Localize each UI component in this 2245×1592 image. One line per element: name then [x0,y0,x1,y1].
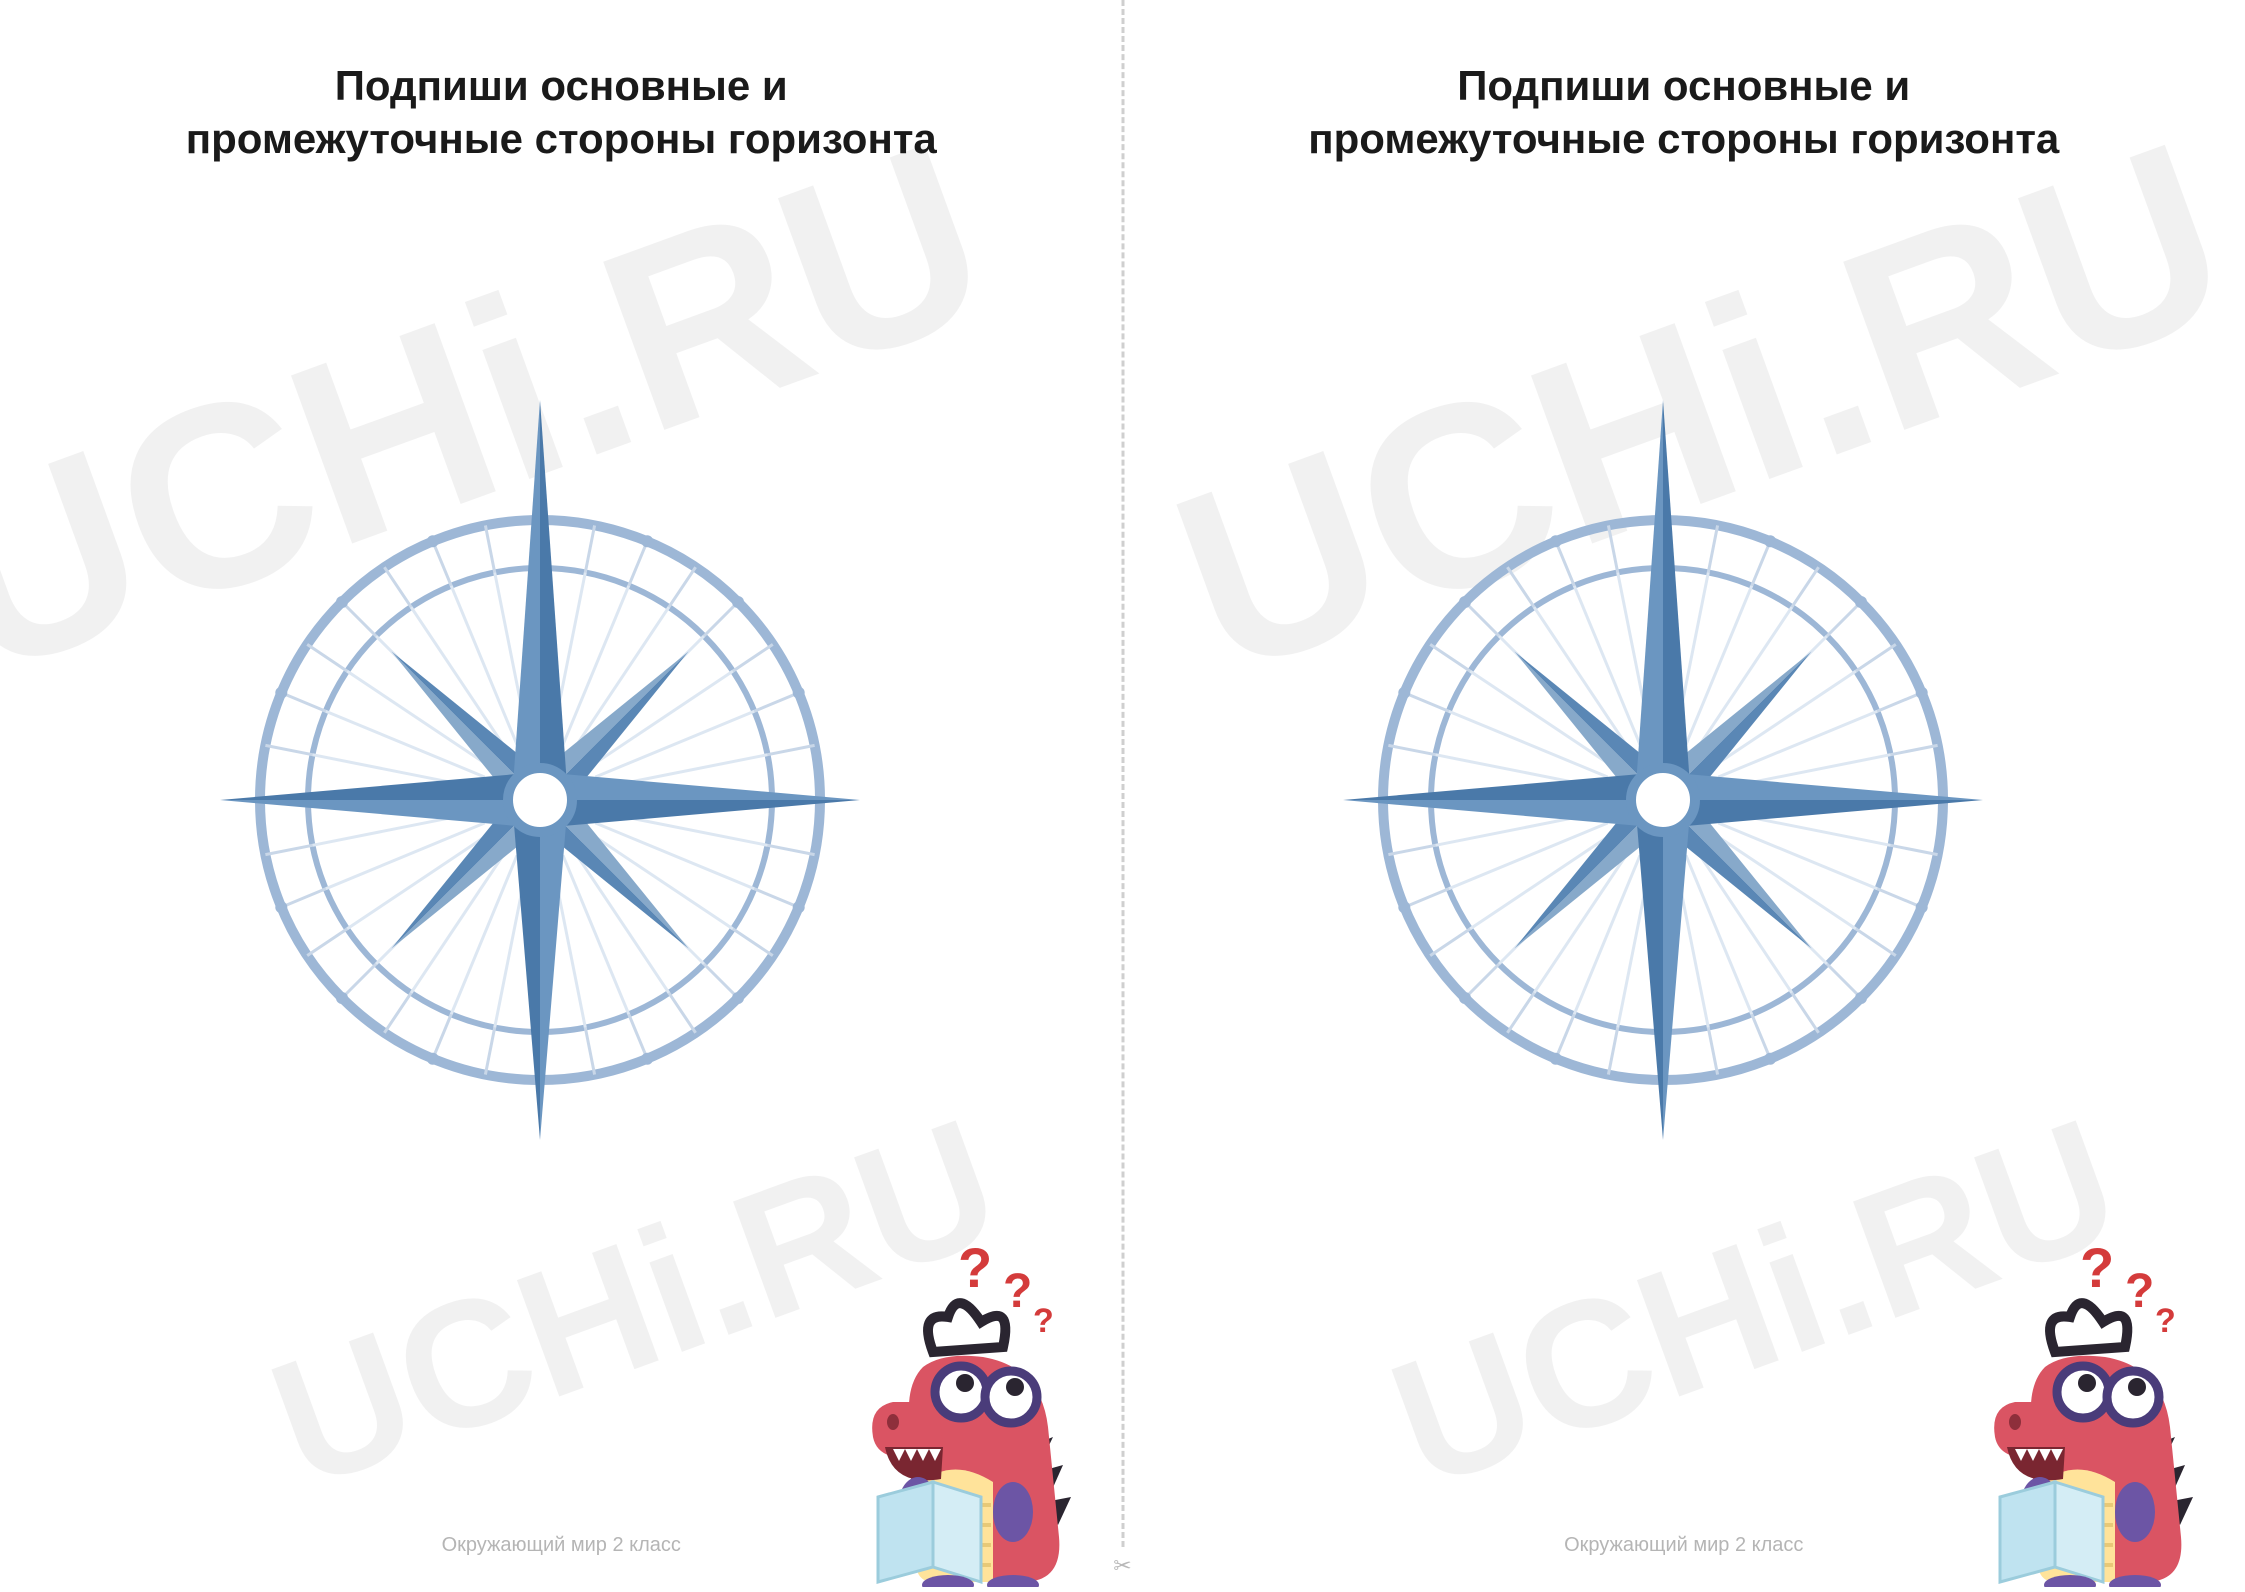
compass-rose [1313,380,2013,1080]
qmark-icon: ? [2080,1247,2114,1299]
page-title: Подпиши основные и промежуточные стороны… [50,60,1073,165]
mascot-dino: ? ? ? [1985,1247,2205,1587]
qmark-icon: ? [1033,1302,1054,1340]
title-line2: промежуточные стороны горизонта [186,115,937,162]
qmark-icon: ? [1003,1265,1032,1318]
page-title: Подпиши основные и промежуточные стороны… [1173,60,2196,165]
worksheet-half-right: Подпиши основные и промежуточные стороны… [1123,0,2245,1587]
worksheet-half-left: Подпиши основные и промежуточные стороны… [0,0,1123,1587]
title-line1: Подпиши основные и [1457,62,1910,109]
compass-svg [190,380,890,1220]
mascot-svg: ? ? ? [1985,1247,2205,1587]
cut-line [1121,0,1124,1547]
mascot-dino: ? ? ? [863,1247,1083,1587]
qmark-icon: ? [958,1247,992,1299]
qmark-icon: ? [2155,1302,2176,1340]
title-line1: Подпиши основные и [335,62,788,109]
mascot-svg: ? ? ? [863,1247,1083,1587]
compass-rose [190,380,890,1080]
compass-svg [1313,380,2013,1220]
scissors-icon: ✂ [1113,1553,1131,1579]
title-line2: промежуточные стороны горизонта [1308,115,2059,162]
worksheet-page: UCHi.RU UCHi.RU UCHi.RU UCHi.RU Подпиши … [0,0,2245,1587]
qmark-icon: ? [2125,1265,2154,1318]
